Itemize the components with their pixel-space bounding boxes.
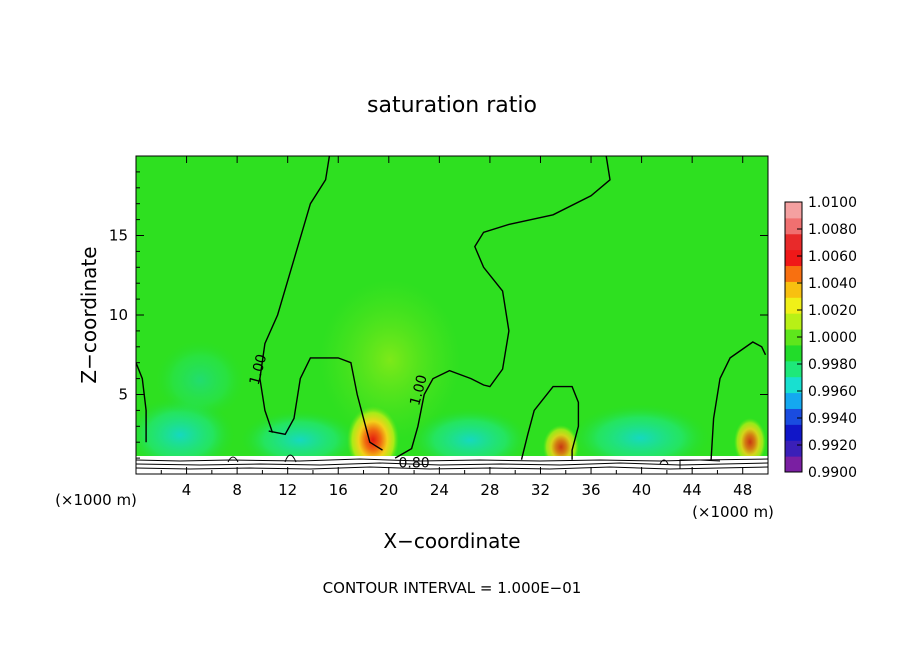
y-tick-label: 15 [109, 227, 128, 245]
color-field: 1.00 1.00 0.80 [136, 156, 768, 474]
x-unit-right: (×1000 m) [692, 503, 774, 521]
contour-label: 1.00 [407, 373, 431, 407]
x-tick-label: 32 [531, 481, 550, 499]
colorbar-swatch [785, 313, 802, 330]
x-tick-label: 8 [232, 481, 242, 499]
chart-title: saturation ratio [367, 93, 537, 118]
colorbar-swatch [785, 217, 802, 235]
colorbar-swatch [785, 265, 802, 282]
x-axis-label: X−coordinate [383, 529, 520, 553]
x-tick-label: 20 [379, 481, 398, 499]
x-tick-label: 24 [430, 481, 449, 499]
x-tick-label: 12 [278, 481, 297, 499]
colorbar-swatch [785, 376, 802, 394]
contour-label-group: 1.00 1.00 0.80 [247, 352, 431, 471]
x-tick-label: 4 [182, 481, 192, 499]
contour-line [259, 156, 331, 433]
colorbar-swatch [785, 297, 802, 314]
colorbar-tick-label: 0.9940 [808, 411, 857, 427]
colorbar-swatch [785, 249, 802, 267]
colorbar-swatch [785, 440, 802, 457]
surface-contours [136, 454, 768, 470]
x-tick-label: 48 [733, 481, 752, 499]
colorbar-tick-label: 1.0020 [808, 303, 857, 319]
x-tick-marks: 4 8 12 16 20 24 28 32 36 40 44 48 [160, 156, 752, 499]
contour-interval-note: CONTOUR INTERVAL = 1.000E−01 [323, 579, 582, 597]
x-unit-left: (×1000 m) [55, 491, 137, 509]
colorbar-swatch [785, 408, 802, 425]
x-tick-label: 44 [683, 481, 702, 499]
contour-line [136, 362, 147, 443]
contour-label: 0.80 [398, 456, 429, 472]
colorbar-tick-label: 1.0060 [808, 249, 857, 265]
x-tick-label: 40 [632, 481, 651, 499]
y-tick-marks: 5 10 15 [109, 171, 768, 459]
colorbar-tick-label: 1.0000 [808, 330, 857, 346]
contour-label: 1.00 [247, 352, 271, 386]
contour-line [710, 341, 767, 460]
x-tick-label: 16 [329, 481, 348, 499]
colorbar-tick-label: 1.0040 [808, 276, 857, 292]
plot-area: 1.001.000.80 4 8 12 16 20 24 28 32 36 40 44 48 5101… [109, 155, 769, 499]
colorbar-swatch [785, 424, 802, 441]
colorbar-swatch [785, 360, 802, 378]
warm-plume [320, 280, 460, 440]
colorbar-swatch [785, 329, 802, 346]
y-tick-label: 5 [118, 386, 128, 404]
x-tick-label: 28 [480, 481, 499, 499]
colorbar-tick-label: 1.0080 [808, 222, 857, 238]
cool-region [570, 404, 710, 472]
colorbar: 1.0100 1.0080 1.0060 1.0040 1.0020 1.0000 0.99… [784, 195, 857, 481]
colorbar-tick-label: 0.9960 [808, 384, 857, 400]
y-tick-label: 10 [109, 306, 128, 324]
colorbar-swatch [785, 456, 802, 473]
contour-line [520, 385, 580, 460]
colorbar-tick-label: 1.0100 [808, 195, 857, 211]
cool-region [155, 340, 245, 420]
colorbar-swatch [785, 344, 802, 362]
x-tick-label: 36 [581, 481, 600, 499]
contour-lines [136, 156, 767, 460]
y-axis-label: Z−coordinate [77, 246, 101, 383]
colorbar-tick-label: 0.9920 [808, 438, 857, 454]
contour-line [268, 357, 383, 451]
colorbar-swatch [785, 233, 802, 251]
hot-spot [734, 418, 766, 466]
colorbar-swatch [785, 392, 802, 409]
colorbar-swatch [785, 281, 802, 298]
contour-line [394, 156, 611, 459]
colorbar-swatch [785, 202, 802, 219]
colorbar-tick-label: 0.9980 [808, 357, 857, 373]
colorbar-tick-label: 0.9900 [808, 465, 857, 481]
